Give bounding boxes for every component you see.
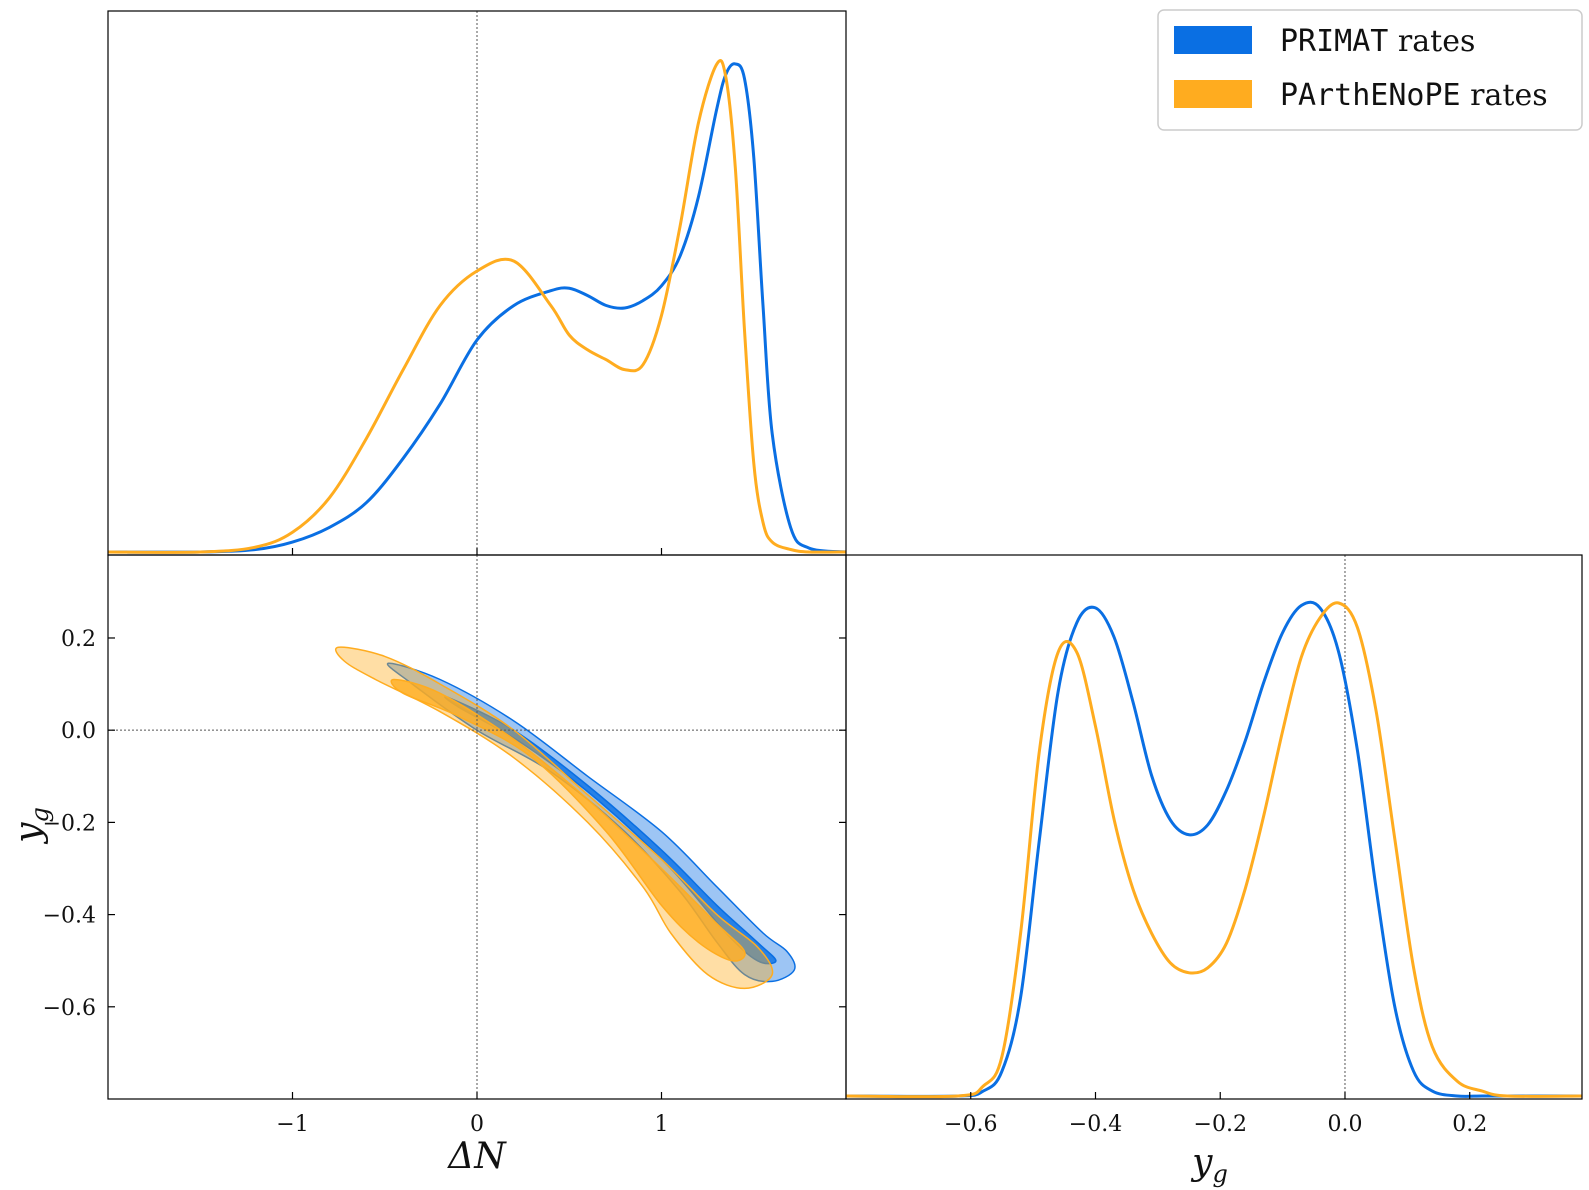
tick-label-yg-left: −0.6 <box>43 996 96 1021</box>
contour-primat-68 <box>444 695 777 965</box>
contour-parthenope-68 <box>390 678 746 962</box>
panel-2d-contours: −1 0 1 −0.6 −0.4 −0.2 0.0 0.2 <box>43 554 847 1137</box>
tick-label-yg-bottom: −0.2 <box>1194 1112 1247 1137</box>
legend-swatch-primat <box>1174 26 1252 54</box>
dN-marginal-curve-primat <box>107 62 847 554</box>
tick-label-yg-left: 0.2 <box>61 627 96 652</box>
tick-label-yg-bottom: −0.4 <box>1069 1112 1122 1137</box>
panel-yg-marginal: −0.6 −0.4 −0.2 0.0 0.2 <box>845 554 1583 1137</box>
panel-dN-marginal <box>107 10 847 556</box>
x-axis-label-dN: ΔN <box>446 1136 507 1177</box>
tick-label-yg-bottom: −0.6 <box>944 1112 997 1137</box>
legend-swatch-parthenope <box>1174 80 1252 108</box>
tick-label-dN: 0 <box>470 1112 484 1137</box>
legend: PRIMAT rates PArthENoPE rates <box>1157 9 1583 131</box>
legend-label-parthenope: PArthENoPE rates <box>1280 78 1548 113</box>
tick-label-yg-bottom: 0.2 <box>1452 1112 1487 1137</box>
tick-label-yg-left: 0.0 <box>61 719 96 744</box>
y-axis-label-yg: yg <box>8 807 54 845</box>
yg-marginal-curve-parthenope <box>845 601 1583 1099</box>
tick-label-yg-left: −0.4 <box>43 904 96 929</box>
yg-marginal-curve-primat <box>845 600 1582 1098</box>
legend-frame <box>1157 9 1583 131</box>
x-axis-label-yg: yg <box>1190 1142 1228 1188</box>
tick-label-dN: −1 <box>276 1112 308 1137</box>
tick-label-yg-left: −0.2 <box>43 811 96 836</box>
dN-marginal-curve-parthenope <box>107 59 847 554</box>
legend-label-primat: PRIMAT rates <box>1280 24 1475 59</box>
tick-label-dN: 1 <box>655 1112 669 1137</box>
tick-label-yg-bottom: 0.0 <box>1327 1112 1362 1137</box>
